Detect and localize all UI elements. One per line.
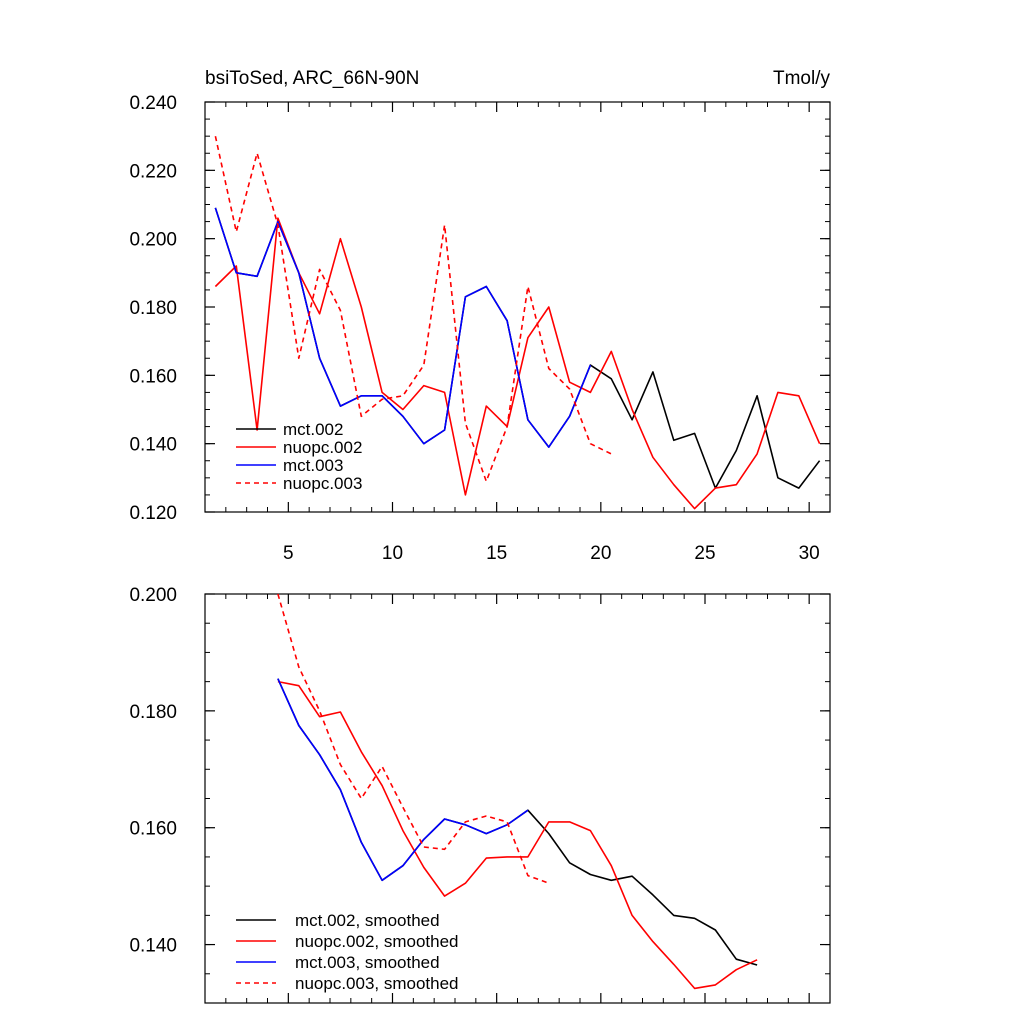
x-tick-label: 30: [799, 543, 820, 564]
y-tick-label: 0.120: [129, 503, 177, 524]
y-tick-label: 0.160: [129, 819, 177, 840]
panel-2: 0.140 0.160 0.180 0.200 mct.002, smoothed nuo…: [129, 585, 831, 1004]
x-tick-label: 15: [486, 543, 507, 564]
x-tick-label: 10: [382, 543, 403, 564]
y-tick-label: 0.200: [129, 585, 177, 606]
legend-label: nuopc.003, smoothed: [295, 974, 459, 993]
legend-label: nuopc.002, smoothed: [295, 932, 459, 951]
x-tick-label: 20: [590, 543, 611, 564]
series-line: [214, 217, 821, 510]
y-tick-label: 0.140: [129, 936, 177, 957]
y-tick-label: 0.180: [129, 702, 177, 723]
legend-label: mct.002: [283, 420, 343, 439]
legend-label: mct.003, smoothed: [295, 953, 440, 972]
series-line: [277, 680, 758, 990]
units-label: Tmol/y: [773, 68, 831, 89]
legend-label: mct.003: [283, 456, 343, 475]
x-tick-label: 5: [283, 543, 294, 564]
y-tick-label: 0.220: [129, 161, 177, 182]
panel-1: 5 10 15 20 25 30 0.120 0.140 0.160 0.180 0.200 0.22…: [129, 68, 831, 564]
x-tick-label: 25: [694, 543, 715, 564]
y-tick-label: 0.140: [129, 435, 177, 456]
y-tick-label: 0.200: [129, 230, 177, 251]
series-line: [277, 593, 550, 884]
y-tick-label: 0.160: [129, 366, 177, 387]
legend-label: nuopc.003: [283, 474, 362, 493]
chart-title: bsiToSed, ARC_66N-90N: [205, 68, 419, 89]
series-line: [277, 678, 529, 882]
legend-label: nuopc.002: [283, 438, 362, 457]
y-tick-label: 0.240: [129, 93, 177, 114]
y-tick-label: 0.180: [129, 298, 177, 319]
series-line: [214, 207, 592, 448]
legend-label: mct.002, smoothed: [295, 911, 440, 930]
